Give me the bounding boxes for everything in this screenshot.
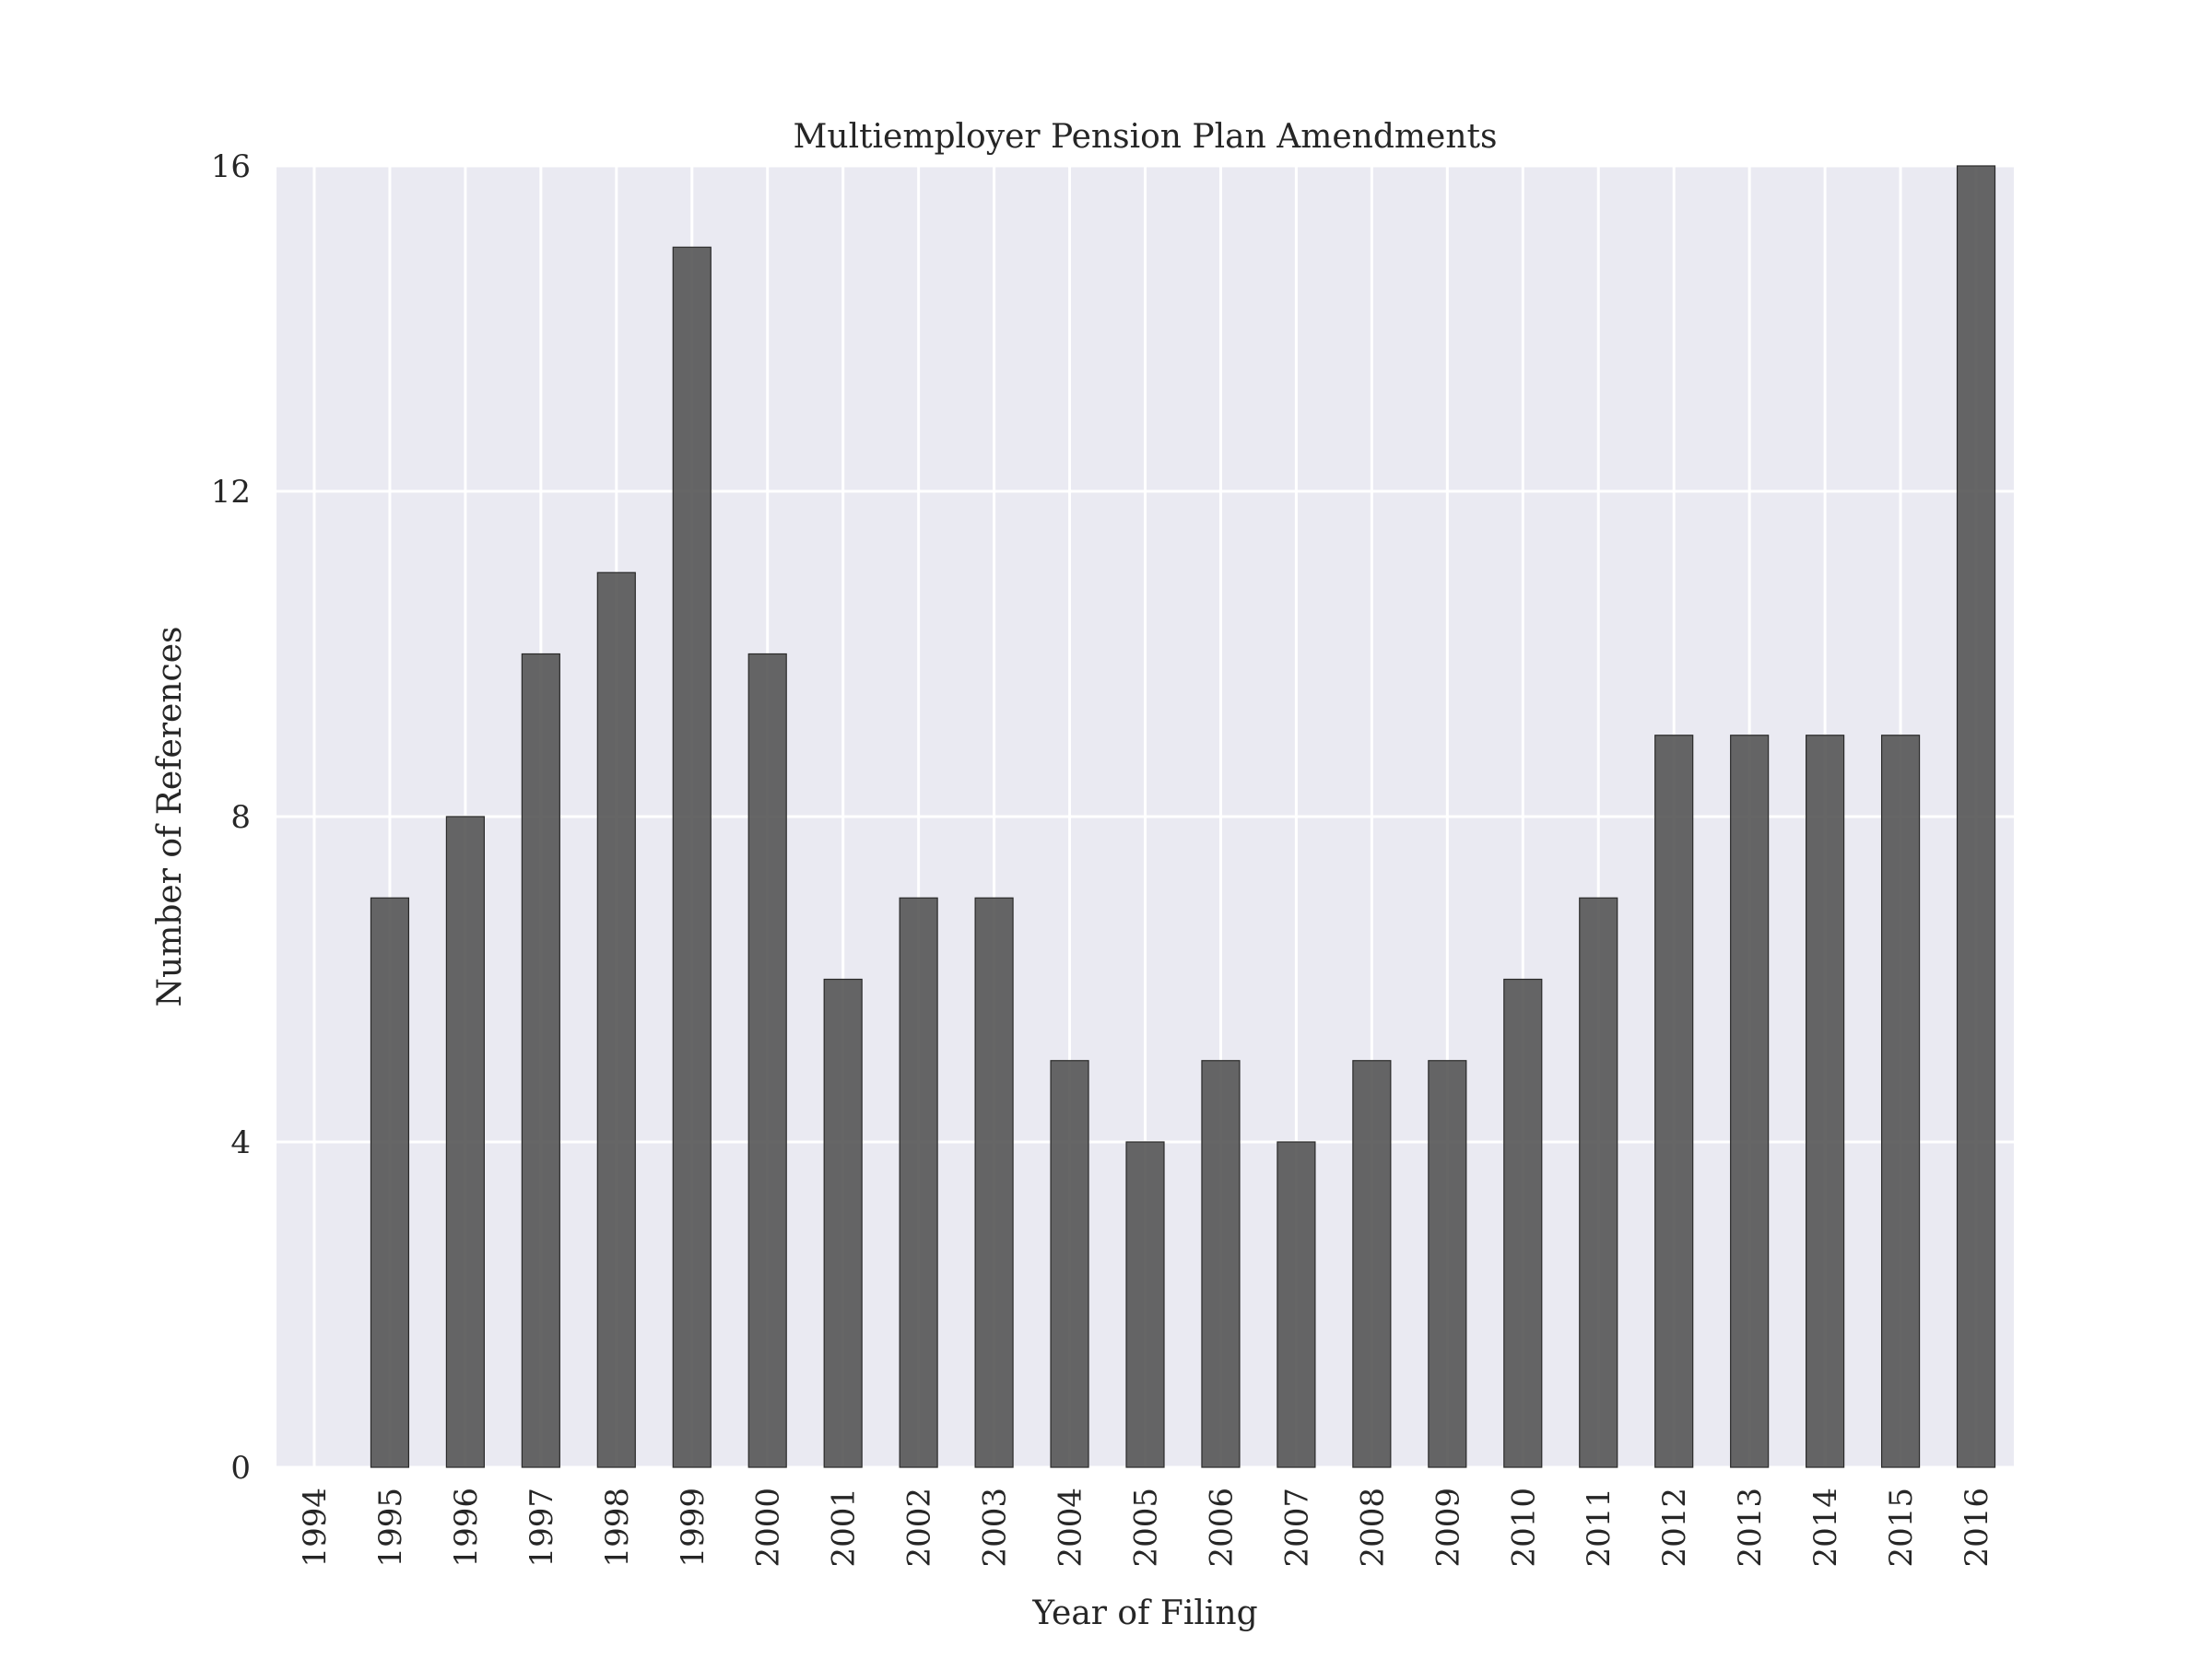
y-tick-label: 0	[230, 1450, 251, 1487]
x-tick-label: 2003	[977, 1488, 1014, 1568]
y-tick-label: 12	[211, 474, 251, 511]
x-tick-label: 2014	[1807, 1488, 1844, 1568]
x-tick-label: 2010	[1505, 1488, 1542, 1568]
bar-2015	[1880, 735, 1921, 1468]
bar-2002	[899, 897, 938, 1468]
bar-2004	[1050, 1060, 1089, 1468]
x-tick-labels: 1994 1995 1996 1997 1998 1999 2000 2001 2002 2003…	[297, 1488, 1995, 1568]
x-tick-label: 1994	[297, 1488, 334, 1568]
bar-2013	[1730, 735, 1770, 1468]
bar-2012	[1654, 735, 1694, 1468]
bar-2003	[974, 897, 1014, 1468]
x-tick-label: 1998	[599, 1488, 636, 1568]
x-tick-label: 2001	[826, 1488, 863, 1568]
y-axis-label: Number of References	[151, 627, 189, 1007]
bar-2010	[1503, 978, 1543, 1468]
bars	[370, 165, 1996, 1468]
bar-1999	[672, 246, 712, 1468]
y-tick-label: 16	[211, 148, 251, 185]
y-tick-labels: 0 4 8 12 16	[211, 148, 251, 1487]
y-tick-label: 8	[230, 799, 251, 836]
x-tick-label: 1999	[675, 1488, 712, 1568]
x-axis-label: Year of Filing	[1031, 1594, 1257, 1632]
x-tick-label: 2004	[1053, 1488, 1089, 1568]
x-tick-label: 2000	[750, 1488, 787, 1568]
bar-2011	[1579, 897, 1618, 1468]
x-tick-label: 2011	[1581, 1488, 1618, 1568]
bar-2007	[1277, 1141, 1316, 1468]
x-tick-label: 1997	[524, 1488, 560, 1568]
x-tick-label: 2009	[1430, 1488, 1466, 1568]
chart-title: Multiemployer Pension Plan Amendments	[794, 118, 1498, 156]
x-tick-label: 1995	[372, 1488, 409, 1568]
x-tick-label: 2005	[1128, 1488, 1165, 1568]
y-tick-label: 4	[230, 1124, 251, 1161]
x-tick-label: 2016	[1959, 1488, 1995, 1568]
bar-2014	[1806, 735, 1845, 1468]
bar-2006	[1201, 1060, 1241, 1468]
x-tick-label: 2002	[901, 1488, 938, 1568]
x-tick-label: 2012	[1656, 1488, 1693, 1568]
bar-1997	[521, 653, 560, 1468]
bar-1995	[370, 897, 410, 1468]
bar-2000	[747, 653, 787, 1468]
bar-1998	[596, 571, 636, 1468]
bar-1996	[445, 816, 485, 1468]
bar-2009	[1428, 1060, 1467, 1468]
x-tick-label: 1996	[448, 1488, 485, 1568]
x-tick-label: 2013	[1732, 1488, 1769, 1568]
bar-2016	[1956, 165, 1996, 1468]
bar-2005	[1125, 1141, 1165, 1468]
x-tick-label: 2015	[1883, 1488, 1920, 1568]
bar-2008	[1352, 1060, 1392, 1468]
x-tick-label: 2008	[1354, 1488, 1391, 1568]
bar-2001	[823, 978, 863, 1468]
x-tick-label: 2006	[1203, 1488, 1240, 1568]
x-tick-label: 2007	[1278, 1488, 1315, 1568]
